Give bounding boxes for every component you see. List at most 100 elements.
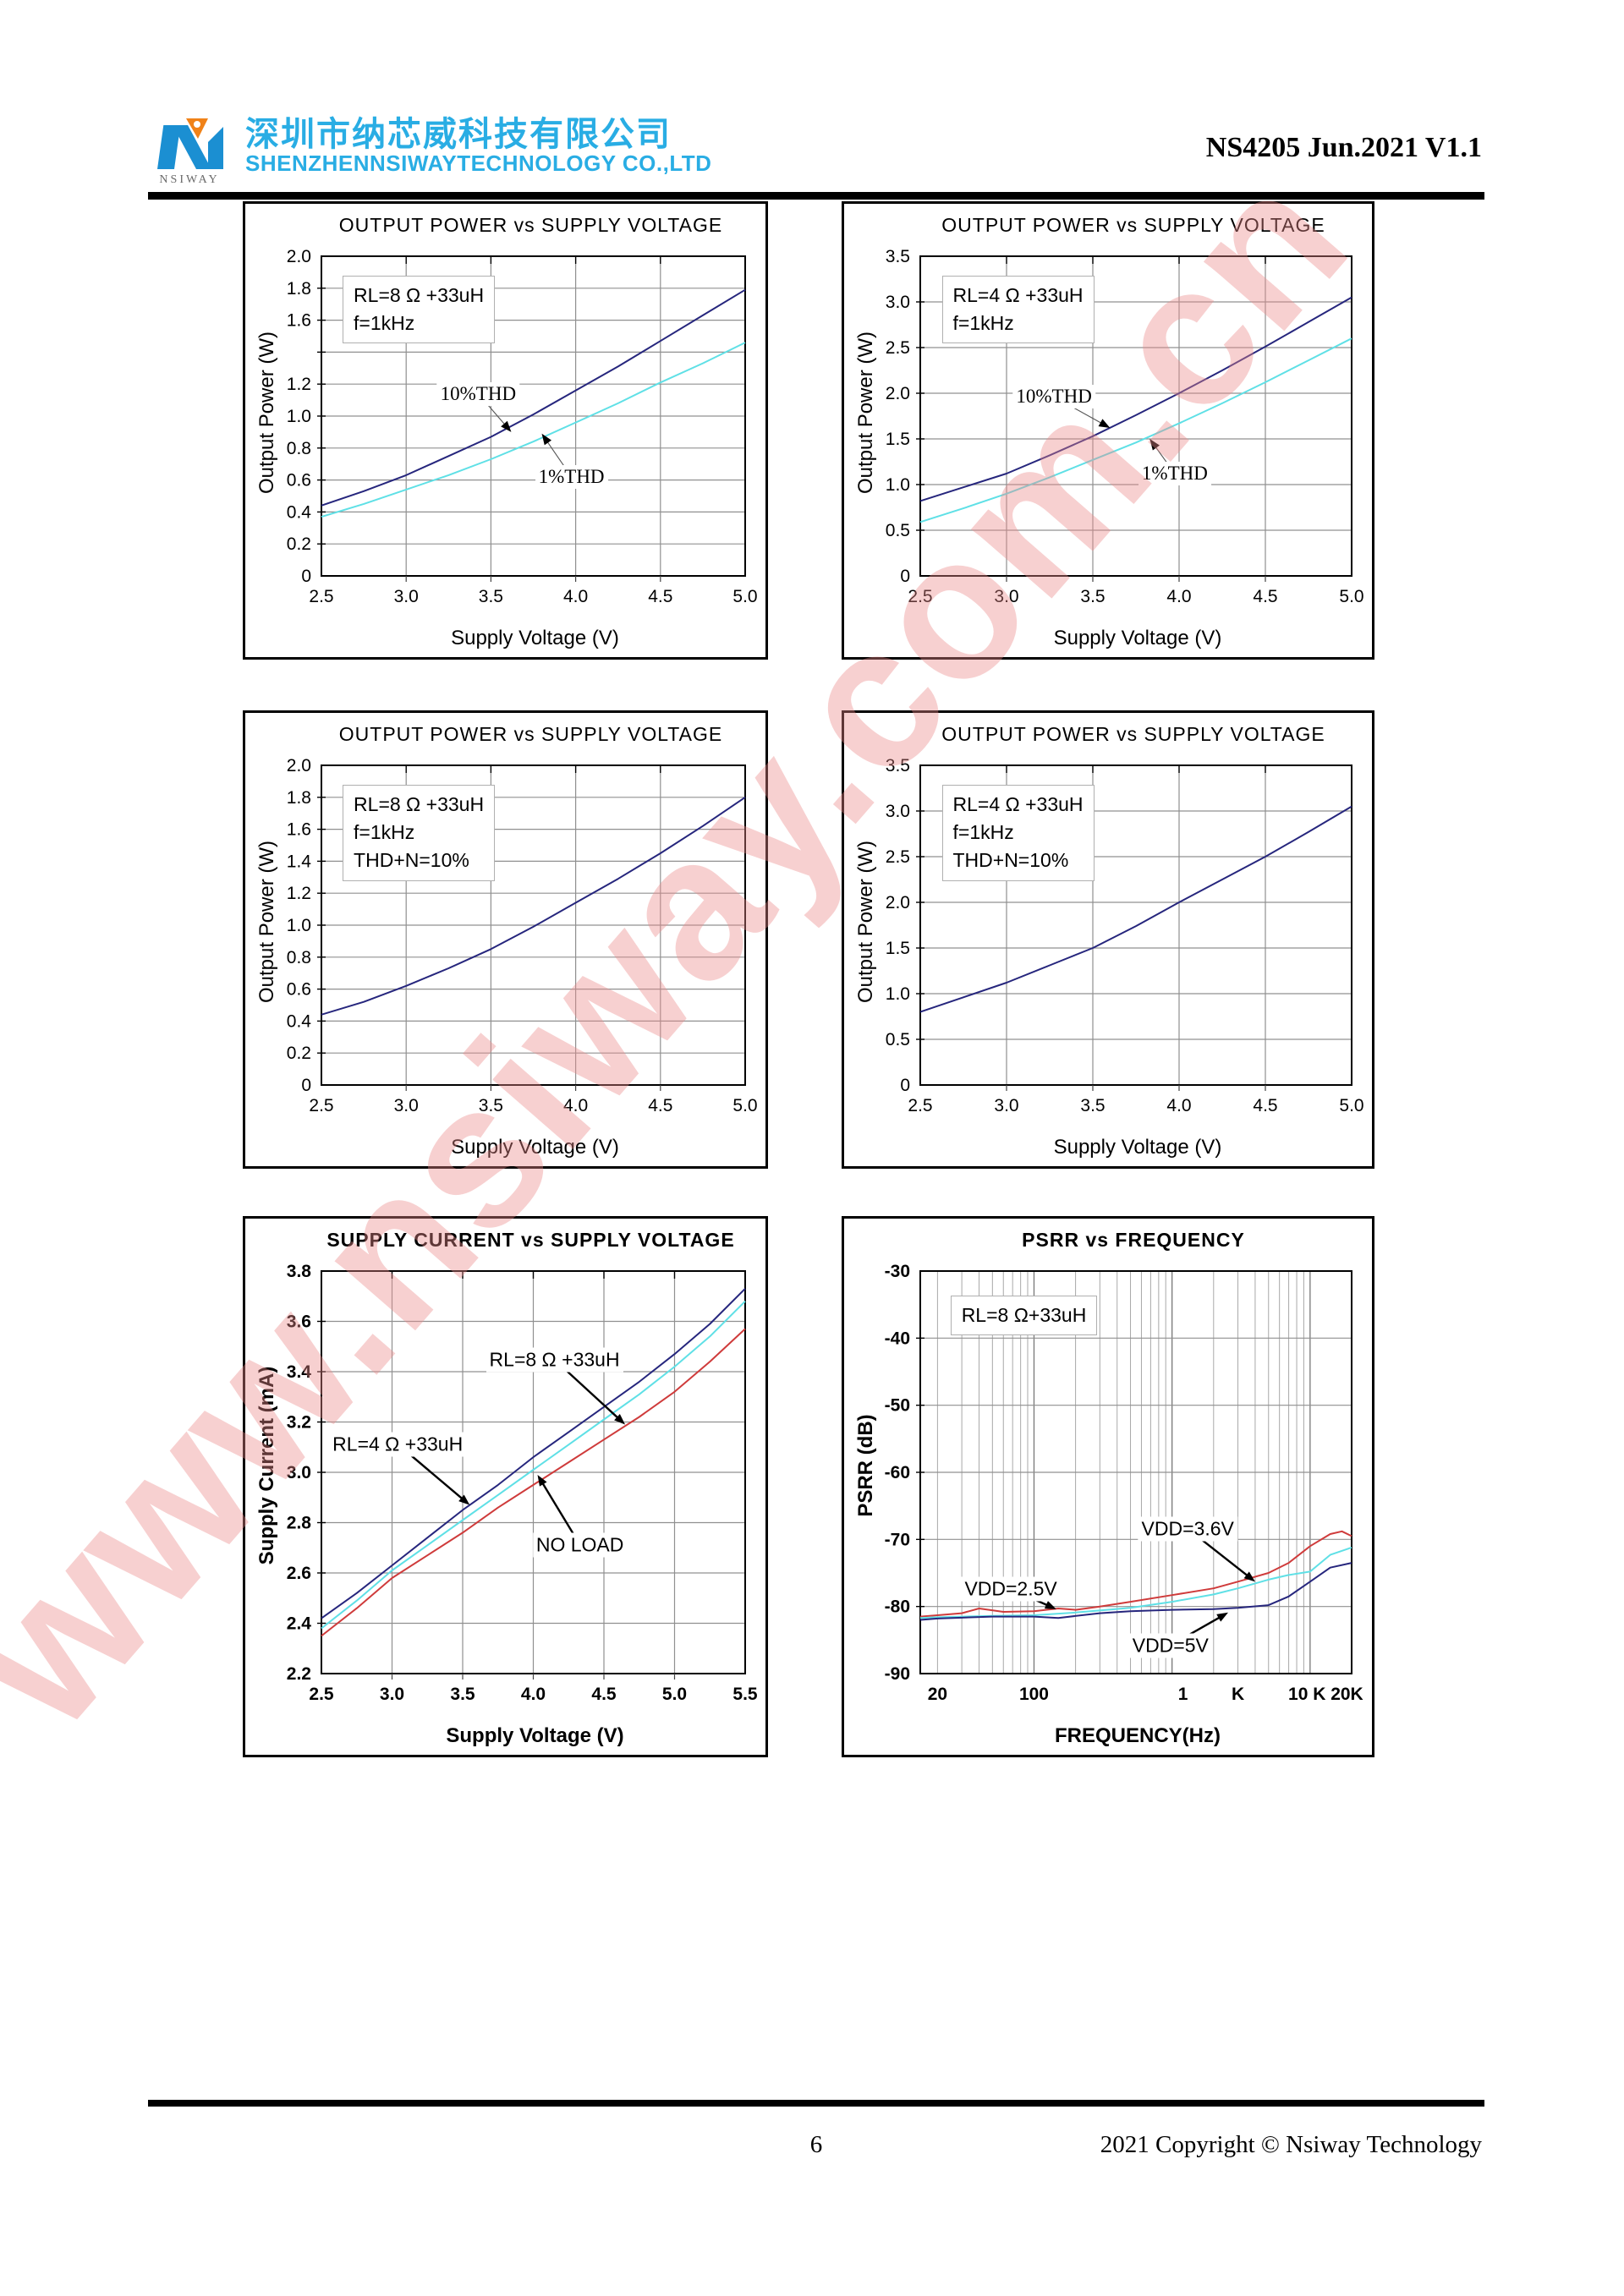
y-axis-label: Output Power (W) xyxy=(255,331,278,494)
svg-text:-50: -50 xyxy=(885,1396,910,1416)
svg-text:0.6: 0.6 xyxy=(287,980,311,1000)
plot-area: 2.5 3.0 3.5 4.0 4.5 5.0 3.5 3.0 2.5 2.0 1.5 1.0 0.5 0… xyxy=(851,243,1365,613)
chart-title: OUTPUT POWER vs SUPPLY VOLTAGE xyxy=(338,723,723,745)
svg-text:2.4: 2.4 xyxy=(287,1614,312,1634)
annotation-label: VDD=2.5V xyxy=(961,1576,1061,1602)
logo-diagonal xyxy=(173,125,211,169)
annotation-label: VDD=5V xyxy=(1128,1633,1212,1658)
svg-text:0.8: 0.8 xyxy=(287,948,311,967)
logo-right-stem xyxy=(208,127,223,169)
plot-area: 2.5 3.0 3.5 4.0 4.5 5.0 3.5 3.0 2.5 2.0 1.5 1.0 0.5 0… xyxy=(851,752,1365,1122)
svg-text:-80: -80 xyxy=(885,1597,910,1617)
svg-text:1.6: 1.6 xyxy=(287,311,311,331)
svg-text:-70: -70 xyxy=(885,1530,910,1549)
svg-text:5.0: 5.0 xyxy=(1339,587,1363,606)
svg-text:1.8: 1.8 xyxy=(287,279,311,299)
svg-text:4.0: 4.0 xyxy=(563,587,588,606)
svg-text:2.5: 2.5 xyxy=(908,1096,932,1115)
svg-text:2.5: 2.5 xyxy=(908,587,932,606)
annotation-label: RL=8 Ω +33uH xyxy=(486,1347,623,1373)
chart-psrr-vs-frequency: PSRR vs FREQUENCY 20 100 1 K 10 K 20K -30 -40 -5… xyxy=(842,1216,1374,1757)
test-conditions-box: RL=8 Ω+33uH xyxy=(950,1295,1098,1335)
plot-area: 2.5 3.0 3.5 4.0 4.5 5.0 2.0 1.8 1.6 1.4 1.2 1.0 0.8 0… xyxy=(252,752,759,1122)
x-axis-label: Supply Voltage (V) xyxy=(446,1724,624,1747)
chart-output-power-4ohm-thdn10: OUTPUT POWER vs SUPPLY VOLTAGE 2.5 3.0 3.5… xyxy=(842,710,1374,1169)
chart-title: SUPPLY CURRENT vs SUPPLY VOLTAGE xyxy=(326,1229,735,1251)
svg-text:1: 1 xyxy=(1178,1685,1188,1704)
svg-text:1.6: 1.6 xyxy=(287,820,311,840)
plot-area: 2.5 3.0 3.5 4.0 4.5 5.0 2.0 1.8 1.6 1.2 1.0 0.8 0.6 0… xyxy=(252,243,759,613)
svg-text:0: 0 xyxy=(900,567,910,586)
svg-text:20K: 20K xyxy=(1330,1685,1363,1704)
svg-text:4.5: 4.5 xyxy=(1253,1096,1277,1115)
svg-text:5.0: 5.0 xyxy=(662,1685,687,1704)
y-axis-label: Output Power (W) xyxy=(854,331,877,494)
annotation-label: NO LOAD xyxy=(532,1532,628,1558)
svg-text:1.4: 1.4 xyxy=(287,852,312,871)
annotation-label: 10%THD xyxy=(1012,385,1095,409)
svg-text:3.5: 3.5 xyxy=(886,247,910,266)
svg-text:2.6: 2.6 xyxy=(287,1564,311,1583)
chart-output-power-8ohm-thdn10: OUTPUT POWER vs SUPPLY VOLTAGE 2.5 3.0 3.5… xyxy=(243,710,768,1169)
svg-text:3.6: 3.6 xyxy=(287,1312,311,1332)
chart-output-power-4ohm-thd: OUTPUT POWER vs SUPPLY VOLTAGE 2.5 3.0 3.5… xyxy=(842,201,1374,660)
footer-rule xyxy=(148,2100,1484,2107)
company-name-english: SHENZHENNSIWAYTECHNOLOGY CO.,LTD xyxy=(245,151,712,176)
svg-text:2.5: 2.5 xyxy=(309,1096,333,1115)
y-axis-label: PSRR (dB) xyxy=(854,1413,877,1517)
chart-supply-current-vs-supply-voltage: SUPPLY CURRENT vs SUPPLY VOLTAGE 2.5 3.0 3… xyxy=(243,1216,768,1757)
svg-text:1.0: 1.0 xyxy=(886,984,910,1004)
svg-text:2.0: 2.0 xyxy=(287,756,311,775)
svg-text:3.5: 3.5 xyxy=(479,1096,503,1115)
svg-text:-90: -90 xyxy=(885,1664,910,1684)
svg-text:3.0: 3.0 xyxy=(380,1685,404,1704)
svg-text:4.5: 4.5 xyxy=(591,1685,617,1704)
nsiway-logo-icon: NSIWAY xyxy=(157,118,223,184)
test-conditions-box: RL=8 Ω +33uH f=1kHz xyxy=(343,275,496,344)
svg-text:3.0: 3.0 xyxy=(886,802,910,821)
document-reference: NS4205 Jun.2021 V1.1 xyxy=(1205,132,1482,163)
chart-title: OUTPUT POWER vs SUPPLY VOLTAGE xyxy=(338,214,723,236)
svg-text:2.0: 2.0 xyxy=(886,384,910,403)
svg-text:2.0: 2.0 xyxy=(287,247,311,266)
plot-area: 20 100 1 K 10 K 20K -30 -40 -50 -60 -70 -80 -90 VDD=3… xyxy=(851,1258,1365,1711)
annotation-label: 1%THD xyxy=(1138,462,1211,486)
svg-text:-40: -40 xyxy=(885,1329,910,1348)
svg-text:-60: -60 xyxy=(885,1463,910,1482)
svg-text:0.4: 0.4 xyxy=(287,502,312,522)
svg-text:-30: -30 xyxy=(885,1262,910,1281)
svg-text:20: 20 xyxy=(928,1685,947,1704)
svg-text:0.5: 0.5 xyxy=(886,521,910,540)
annotation-label: 10%THD xyxy=(436,381,520,406)
svg-text:2.2: 2.2 xyxy=(287,1664,311,1684)
chart-output-power-8ohm-thd: OUTPUT POWER vs SUPPLY VOLTAGE 2.5 3.0 3.5… xyxy=(243,201,768,660)
chart-title: PSRR vs FREQUENCY xyxy=(1022,1229,1245,1251)
plot-area: 2.5 3.0 3.5 4.0 4.5 5.0 5.5 3.8 3.6 3.4 3.2 3.0 2.8 2… xyxy=(252,1258,759,1711)
svg-text:2.5: 2.5 xyxy=(886,338,910,358)
svg-text:0: 0 xyxy=(900,1076,910,1095)
svg-text:0: 0 xyxy=(301,1076,311,1095)
svg-text:10 K: 10 K xyxy=(1288,1685,1325,1704)
x-axis-label: Supply Voltage (V) xyxy=(451,1136,619,1159)
svg-text:4.5: 4.5 xyxy=(648,1096,672,1115)
svg-text:2.8: 2.8 xyxy=(287,1514,312,1533)
svg-text:0: 0 xyxy=(301,567,311,586)
svg-text:1.2: 1.2 xyxy=(287,884,311,903)
svg-text:2.0: 2.0 xyxy=(886,893,910,912)
svg-text:3.5: 3.5 xyxy=(886,756,910,775)
x-axis-label: Supply Voltage (V) xyxy=(1053,627,1222,649)
svg-text:5.0: 5.0 xyxy=(732,1096,757,1115)
svg-text:K: K xyxy=(1232,1685,1244,1704)
company-name-chinese: 深圳市纳芯威科技有限公司 xyxy=(245,116,672,153)
x-axis-label: FREQUENCY(Hz) xyxy=(1055,1724,1221,1747)
svg-text:3.5: 3.5 xyxy=(1080,1096,1105,1115)
svg-text:1.8: 1.8 xyxy=(287,788,311,808)
svg-text:5.5: 5.5 xyxy=(732,1685,758,1704)
copyright-text: 2021 Copyright © Nsiway Technology xyxy=(1100,2131,1482,2158)
svg-text:4.5: 4.5 xyxy=(648,587,672,606)
page-number: 6 xyxy=(809,2131,823,2158)
svg-text:0.8: 0.8 xyxy=(287,439,311,458)
svg-text:1.5: 1.5 xyxy=(886,939,910,958)
svg-text:5.0: 5.0 xyxy=(732,587,757,606)
svg-text:1.2: 1.2 xyxy=(287,375,311,394)
